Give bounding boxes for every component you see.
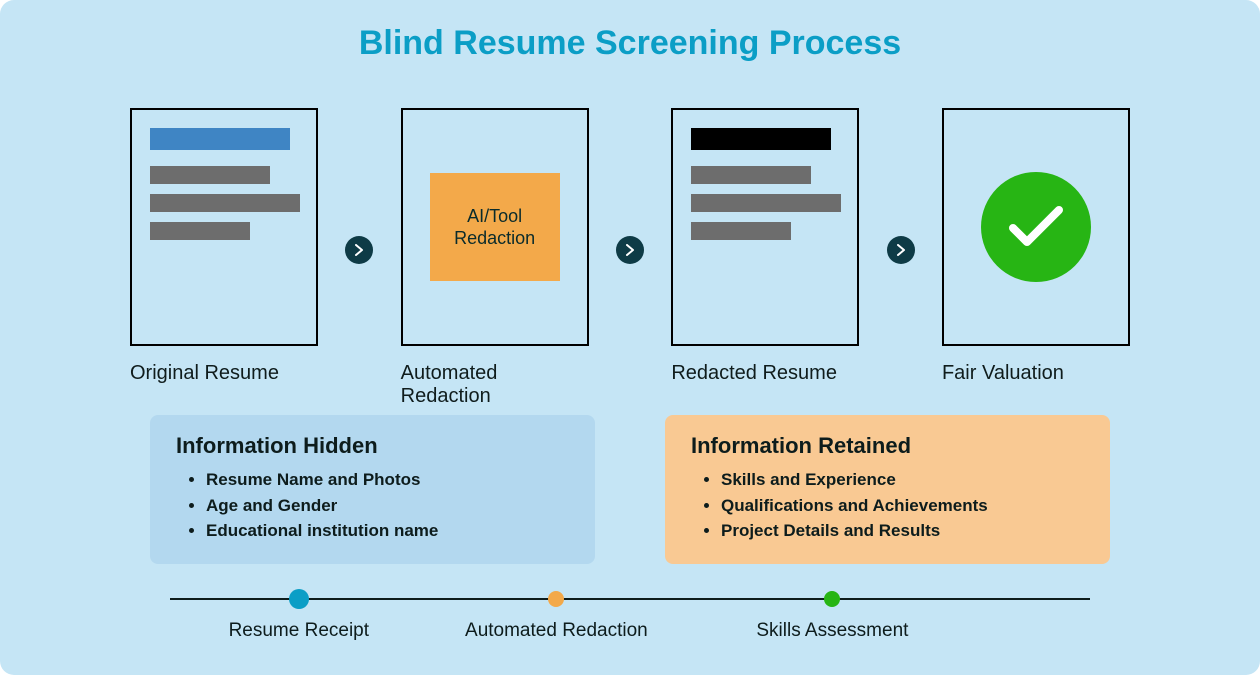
- list-item: Resume Name and Photos: [206, 467, 569, 493]
- timeline-label: Skills Assessment: [756, 620, 908, 642]
- step-redacted: Redacted Resume: [671, 108, 859, 385]
- original-line: [150, 128, 290, 150]
- doc-original: [130, 108, 318, 346]
- info-hidden-list: Resume Name and PhotosAge and GenderEduc…: [176, 467, 569, 544]
- redacted-line: [691, 166, 811, 184]
- timeline-label: Resume Receipt: [229, 620, 369, 642]
- list-item: Skills and Experience: [721, 467, 1084, 493]
- timeline-label: Automated Redaction: [465, 620, 648, 642]
- timeline-node: [289, 589, 309, 609]
- step-label: Redacted Resume: [671, 362, 859, 385]
- page-title: Blind Resume Screening Process: [0, 24, 1260, 63]
- info-retained-list: Skills and ExperienceQualifications and …: [691, 467, 1084, 544]
- list-item: Qualifications and Achievements: [721, 493, 1084, 519]
- step-label: Fair Valuation: [942, 362, 1130, 385]
- original-line: [150, 222, 250, 240]
- redacted-line: [691, 128, 831, 150]
- redacted-line: [691, 222, 791, 240]
- arrow-icon: [887, 236, 915, 264]
- arrow-icon: [345, 236, 373, 264]
- timeline-node: [548, 591, 564, 607]
- info-retained-box: Information Retained Skills and Experien…: [665, 415, 1110, 564]
- list-item: Project Details and Results: [721, 518, 1084, 544]
- original-line: [150, 166, 270, 184]
- check-icon: [981, 172, 1091, 282]
- info-hidden-box: Information Hidden Resume Name and Photo…: [150, 415, 595, 564]
- step-check: Fair Valuation: [942, 108, 1130, 385]
- timeline: Resume Receipt Automated Redaction Skills …: [170, 590, 1090, 650]
- ai-redaction-patch: AI/Tool Redaction: [430, 173, 560, 281]
- doc-patch: AI/Tool Redaction: [401, 108, 589, 346]
- doc-redacted: [671, 108, 859, 346]
- info-hidden-title: Information Hidden: [176, 433, 569, 459]
- timeline-node: [824, 591, 840, 607]
- list-item: Age and Gender: [206, 493, 569, 519]
- process-row: Original Resume AI/Tool Redaction Automate…: [130, 108, 1130, 408]
- list-item: Educational institution name: [206, 518, 569, 544]
- step-label: Original Resume: [130, 362, 318, 385]
- info-retained-title: Information Retained: [691, 433, 1084, 459]
- info-row: Information Hidden Resume Name and Photo…: [150, 415, 1110, 564]
- step-patch: AI/Tool Redaction Automated Redaction: [401, 108, 589, 408]
- original-line: [150, 194, 300, 212]
- step-original: Original Resume: [130, 108, 318, 385]
- redacted-line: [691, 194, 841, 212]
- step-label: Automated Redaction: [401, 362, 589, 408]
- doc-check: [942, 108, 1130, 346]
- arrow-icon: [616, 236, 644, 264]
